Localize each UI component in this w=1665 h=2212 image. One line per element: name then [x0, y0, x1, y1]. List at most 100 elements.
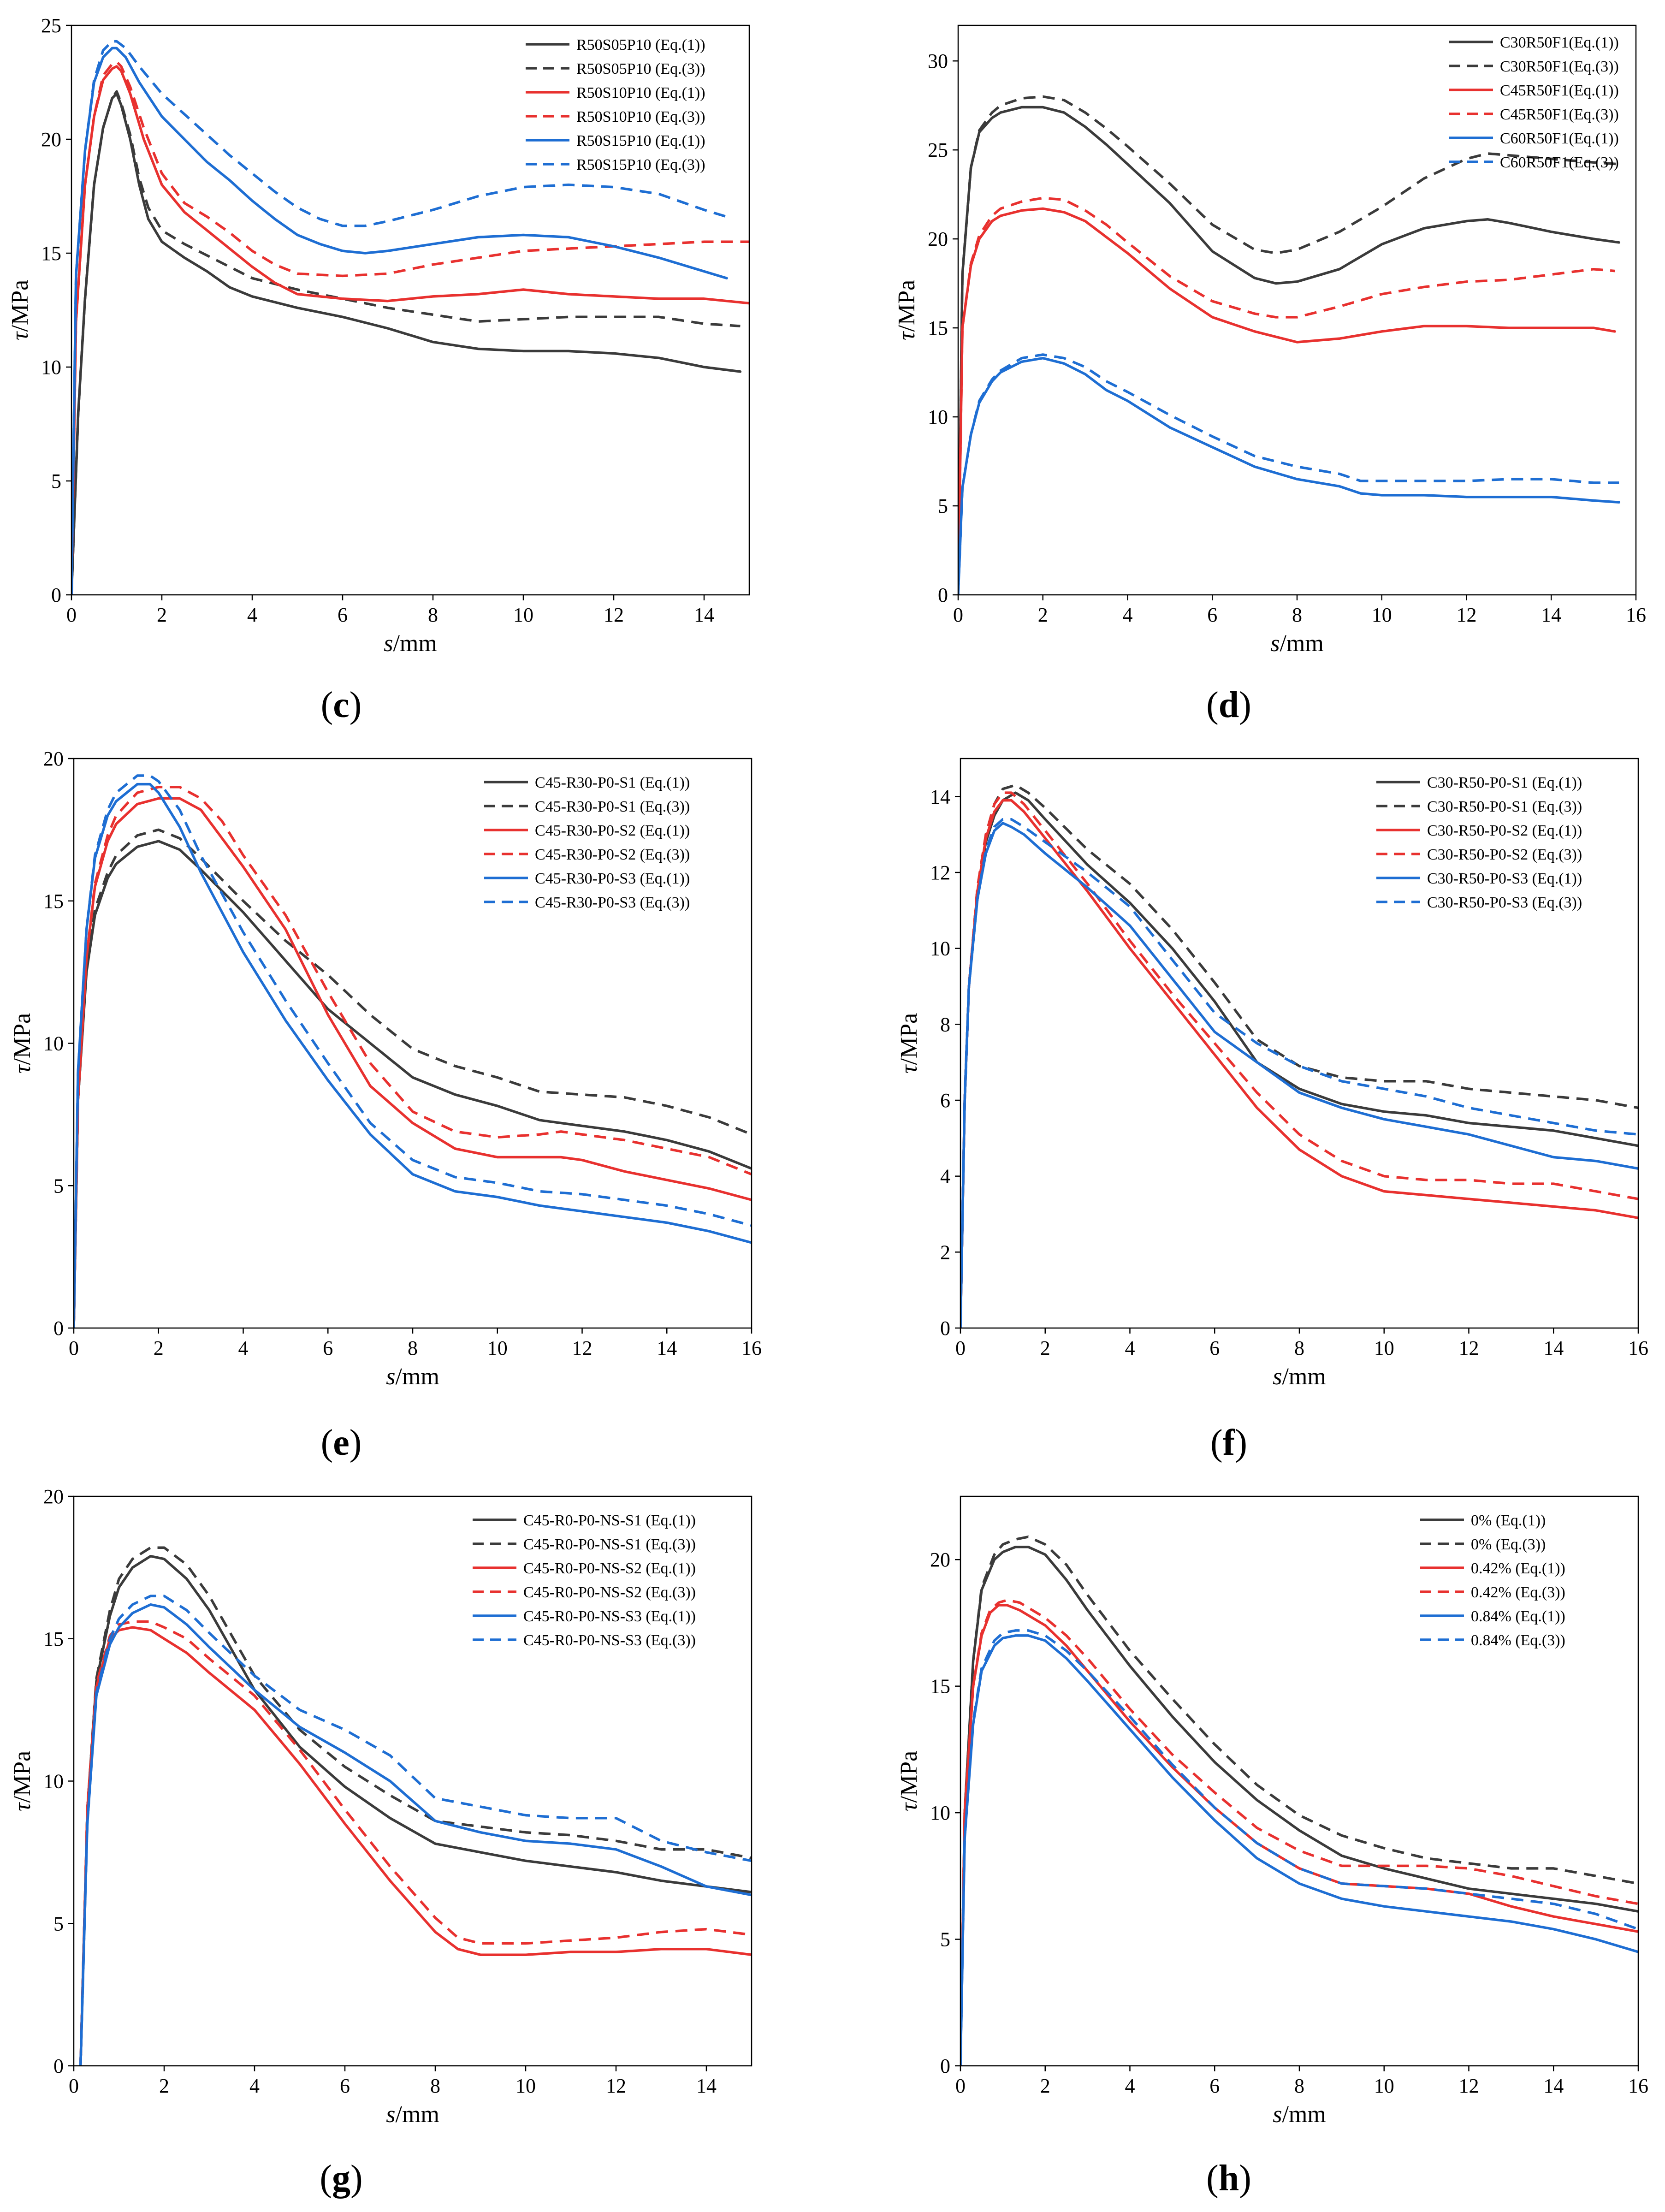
x-axis-label: s/mm: [386, 1364, 439, 1390]
y-axis-label: τ/MPa: [896, 1751, 922, 1811]
legend-entry-6: C30-R50-P0-S3 (Eq.(3)): [1427, 894, 1582, 911]
y-tick-label: 15: [43, 890, 64, 913]
x-tick-label: 2: [1040, 1337, 1050, 1359]
x-tick-label: 0: [69, 2075, 79, 2097]
y-tick-label: 20: [930, 1548, 950, 1571]
x-tick-label: 6: [323, 1337, 333, 1359]
legend-entry-4: C30-R50-P0-S2 (Eq.(3)): [1427, 846, 1582, 863]
x-tick-label: 2: [154, 1337, 164, 1359]
y-tick-label: 15: [930, 1675, 950, 1698]
y-axis-label-unit: /MPa: [896, 1751, 922, 1803]
y-tick-label: 0: [51, 584, 61, 606]
series-line-3: [71, 65, 749, 595]
series-line-2: [958, 95, 1619, 595]
x-axis-label-symbol: s: [384, 630, 393, 657]
legend-entry-1: 0% (Eq.(1)): [1471, 1512, 1546, 1529]
series-line-6: [74, 774, 752, 1328]
y-tick-label: 5: [53, 1174, 64, 1197]
x-tick-label: 10: [515, 2075, 536, 2097]
panel-label-close: ): [350, 2158, 363, 2199]
x-tick-label: 0: [953, 604, 963, 626]
panel-label-letter: f: [1223, 1423, 1236, 1463]
y-tick-label: 0: [940, 1317, 950, 1340]
x-tick-label: 12: [606, 2075, 626, 2097]
legend-entry-4: C45-R0-P0-NS-S2 (Eq.(3)): [523, 1584, 696, 1601]
panel-label-open: (: [320, 2158, 332, 2199]
y-tick-label: 15: [43, 1628, 64, 1650]
x-axis-label-unit: /mm: [395, 2101, 439, 2128]
x-tick-label: 6: [1209, 1337, 1220, 1359]
y-tick-label: 2: [940, 1241, 950, 1263]
x-axis-label: s/mm: [1273, 2101, 1326, 2128]
series-line-4: [71, 60, 749, 595]
x-tick-label: 14: [1541, 604, 1561, 626]
plot-frame: [960, 1495, 1639, 2067]
x-tick-label: 0: [955, 2075, 966, 2097]
x-tick-label: 8: [428, 604, 438, 626]
x-tick-label: 8: [408, 1337, 418, 1359]
x-axis-label: s/mm: [384, 630, 437, 657]
legend-entry-1: C30-R50-P0-S1 (Eq.(1)): [1427, 774, 1582, 791]
x-tick-label: 12: [1457, 604, 1477, 626]
y-axis-label-unit: /MPa: [894, 280, 920, 332]
y-tick-label: 20: [41, 128, 61, 151]
legend-entry-3: R50S10P10 (Eq.(1)): [576, 84, 705, 101]
x-tick-label: 2: [1040, 2075, 1050, 2097]
y-tick-label: 10: [928, 406, 948, 428]
x-tick-label: 4: [247, 604, 257, 626]
series-line-6: [960, 1629, 1638, 2066]
legend-entry-6: C45-R30-P0-S3 (Eq.(3)): [535, 894, 690, 911]
x-tick-label: 10: [487, 1337, 508, 1359]
x-axis-label-symbol: s: [1270, 630, 1280, 657]
x-tick-label: 0: [66, 604, 77, 626]
legend-entry-4: C45R50F1(Eq.(3)): [1500, 106, 1619, 123]
x-tick-label: 14: [1543, 1337, 1564, 1359]
x-tick-label: 12: [604, 604, 624, 626]
series-line-4: [960, 1599, 1638, 2066]
series-line-3: [960, 1604, 1638, 2066]
y-tick-label: 14: [930, 785, 950, 808]
series-line-1: [960, 1546, 1638, 2066]
series-line-1: [71, 92, 742, 595]
x-tick-label: 4: [238, 1337, 249, 1359]
legend-entry-1: C30R50F1(Eq.(1)): [1500, 34, 1619, 51]
y-tick-label: 10: [41, 356, 61, 379]
x-tick-label: 6: [1209, 2075, 1220, 2097]
y-tick-label: 25: [928, 139, 948, 161]
legend: C30-R50-P0-S1 (Eq.(1)) C30-R50-P0-S1 (Eq.…: [1376, 774, 1582, 911]
panel-label: (f): [1210, 1423, 1247, 1463]
legend-entry-1: R50S05P10 (Eq.(1)): [576, 36, 705, 53]
series-line-5: [79, 1603, 752, 2066]
series-line-5: [71, 47, 728, 595]
y-axis-label-symbol: τ: [894, 331, 920, 340]
legend-entry-3: C45R50F1(Eq.(1)): [1500, 82, 1619, 99]
panel-label-close: ): [1235, 1423, 1247, 1463]
y-tick-label: 20: [43, 1485, 64, 1508]
x-tick-label: 16: [1628, 2075, 1648, 2097]
legend-entry-6: R50S15P10 (Eq.(3)): [576, 156, 705, 173]
x-axis-label-symbol: s: [1273, 1364, 1282, 1390]
chart-panel-d: 0 2 4 6 8 10 12 14 16 0 5 10 15 20 25 30 s/mm τ/MPa C30R50…: [894, 24, 1646, 725]
legend-entry-1: C45-R30-P0-S1 (Eq.(1)): [535, 774, 690, 791]
x-tick-label: 0: [69, 1337, 79, 1359]
x-tick-label: 6: [338, 604, 348, 626]
y-tick-label: 4: [940, 1165, 950, 1188]
series-line-4: [79, 1620, 752, 2066]
y-axis-label-symbol: τ: [896, 1064, 922, 1073]
y-tick-label: 15: [41, 242, 61, 265]
x-tick-label: 14: [696, 2075, 717, 2097]
y-tick-label: 12: [930, 861, 950, 884]
legend-entry-5: C60R50F1(Eq.(1)): [1500, 130, 1619, 147]
plot-frame: [73, 758, 753, 1329]
x-tick-label: 12: [1459, 1337, 1479, 1359]
x-tick-label: 8: [1294, 1337, 1304, 1359]
panel-label-letter: d: [1219, 685, 1239, 725]
panel-label-letter: c: [333, 685, 350, 725]
legend-entry-4: R50S10P10 (Eq.(3)): [576, 108, 705, 125]
x-tick-label: 8: [1294, 2075, 1304, 2097]
plot-frame: [73, 1495, 753, 2067]
panel-label-letter: g: [332, 2158, 350, 2199]
legend-entry-2: C30-R50-P0-S1 (Eq.(3)): [1427, 798, 1582, 815]
y-axis-label: τ/MPa: [894, 280, 920, 340]
legend-entry-2: R50S05P10 (Eq.(3)): [576, 60, 705, 77]
